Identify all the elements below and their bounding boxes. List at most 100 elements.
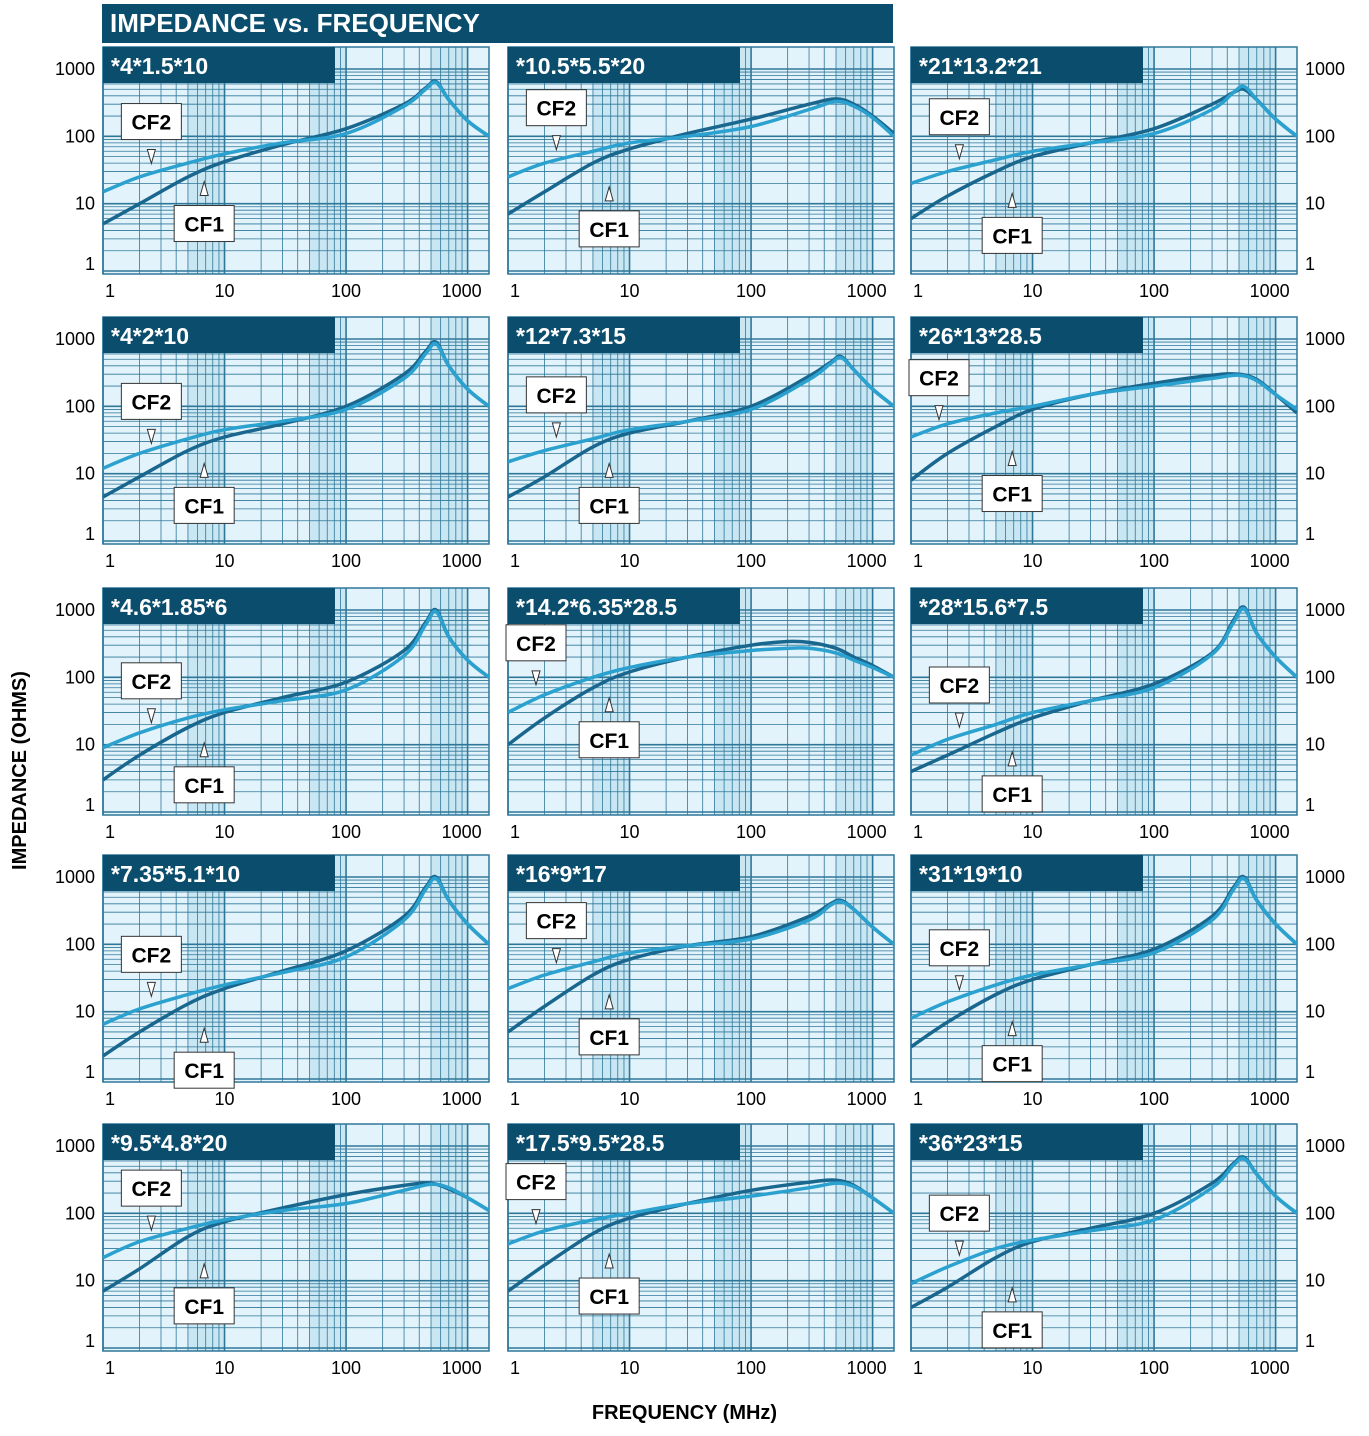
y-tick-label: 1 [85,795,95,815]
impedance-chart-14: *17.5*9.5*28.5 CF2 CF1 1 10 100 1000 [505,1123,895,1378]
panel-title: *21*13.2*21 [919,53,1042,79]
y-tick-label: 1 [1305,795,1315,815]
annotation-box [525,902,587,940]
annotation-cf1: CF1 [578,993,640,1056]
annotation-label: CF2 [940,938,980,961]
y-tick-label: 100 [65,126,95,146]
y-tick-label: 10 [75,464,95,484]
plot-background [508,47,894,274]
x-tick-label: 1000 [442,281,482,301]
annotation-label: CF2 [516,1172,556,1195]
annotation-arrow [146,708,157,725]
series-line-cf2 [103,1182,489,1260]
annotation-box [173,766,235,804]
annotation-arrow [954,712,965,729]
annotation-label: CF1 [992,225,1032,248]
annotation-box [928,98,990,136]
grid-bands [592,588,873,815]
x-tick-label: 100 [331,822,361,842]
series-line-cf2 [103,341,489,470]
annotation-box [525,89,587,127]
y-tick-label: 10 [75,1271,95,1291]
panel-title-bar [911,588,1143,624]
chart-main-title: IMPEDANCE vs. FREQUENCY [102,4,893,43]
y-tick-label: 10 [1305,1002,1325,1022]
grid-band [836,47,873,274]
grid-lines [507,47,894,274]
x-tick-label: 1000 [847,1089,887,1109]
x-tick-label: 1000 [442,1089,482,1109]
x-tick-label: 1 [105,1358,115,1378]
y-tick-label: 1 [1305,1062,1315,1082]
annotation-cf2: CF2 [928,98,990,161]
x-tick-label: 1 [105,1089,115,1109]
annotation-arrow [954,1240,965,1257]
x-tick-label: 1 [510,1089,520,1109]
grid-band [714,1124,752,1351]
annotation-cf1: CF1 [173,179,235,243]
annotation-arrow [604,1252,614,1269]
x-tick-labels: 1 10 100 1000 [510,822,887,842]
grid-band [431,317,468,544]
y-tick-label: 100 [65,667,95,687]
annotation-arrow [551,948,562,965]
x-tick-label: 1000 [847,551,887,571]
x-tick-label: 10 [620,551,640,571]
x-tick-label: 100 [331,551,361,571]
x-tick-label: 100 [1139,822,1169,842]
annotation-arrow [199,740,209,758]
panel-title-bar [103,317,335,353]
annotation-cf2: CF2 [525,902,587,965]
y-tick-label: 1000 [55,867,95,887]
x-tick-label: 1000 [1250,551,1290,571]
annotation-box [173,486,235,524]
x-tick-label: 10 [215,1089,235,1109]
annotation-arrow [1007,1019,1017,1037]
impedance-chart-10: *7.35*5.1*10 CF2 CF1 1 10 100 1000 1000 100 10 1 [55,854,490,1109]
grid-band [1239,855,1276,1082]
impedance-chart-11: *16*9*17 CF2 CF1 1 10 100 1000 [507,854,895,1109]
panel-title-bar [508,1124,740,1160]
x-axis-title: FREQUENCY (MHz) [591,1402,778,1424]
x-tick-label: 1 [913,1089,923,1109]
annotation-label: CF1 [589,219,629,242]
x-tick-labels: 1 10 100 1000 [105,822,482,842]
x-tick-label: 1 [913,551,923,571]
x-tick-labels: 1 10 100 1000 [510,1358,887,1378]
annotation-cf2: CF2 [120,1169,182,1232]
y-tick-label: 100 [65,1203,95,1223]
annotation-label: CF1 [184,495,224,518]
panel-title: *31*19*10 [919,861,1023,887]
annotation-label: CF2 [132,671,172,694]
y-tick-label: 10 [75,194,95,214]
annotation-arrow [934,405,944,422]
panel-title-bar [508,47,740,83]
annotation-arrow [1007,191,1017,208]
panel-title-bar [911,47,1143,83]
annotation-cf2: CF2 [120,662,182,725]
annotation-arrow [604,461,614,478]
y-tick-label: 10 [1305,464,1325,484]
annotation-cf2: CF2 [928,929,990,992]
annotation-cf2: CF2 [120,382,182,446]
panel-title-bar [103,855,335,891]
x-tick-label: 1 [510,551,520,571]
annotation-cf1: CF1 [578,1252,640,1315]
impedance-chart-4: *4*2*10 CF2 CF1 1 10 100 1000 1000 100 10 1 [55,316,490,571]
annotation-box [981,1045,1043,1083]
impedance-chart-6: *26*13*28.5 CF2 CF1 1 10 100 1000 1000 100 10 1 [908,316,1345,571]
impedance-chart-2: *10.5*5.5*20 CF2 CF1 1 10 100 1000 [507,46,895,301]
annotation-arrow [604,993,614,1010]
grid-band [1239,588,1276,815]
grid-band [836,855,873,1082]
annotation-cf1: CF1 [578,695,640,759]
series-line-cf2 [103,876,489,1026]
x-tick-label: 1000 [1250,1089,1290,1109]
annotation-box [578,486,640,524]
grid-band [187,855,225,1082]
annotation-box [120,382,182,420]
annotation-box [173,1287,235,1325]
annotation-box [505,1163,567,1201]
plot-background [911,1124,1297,1351]
